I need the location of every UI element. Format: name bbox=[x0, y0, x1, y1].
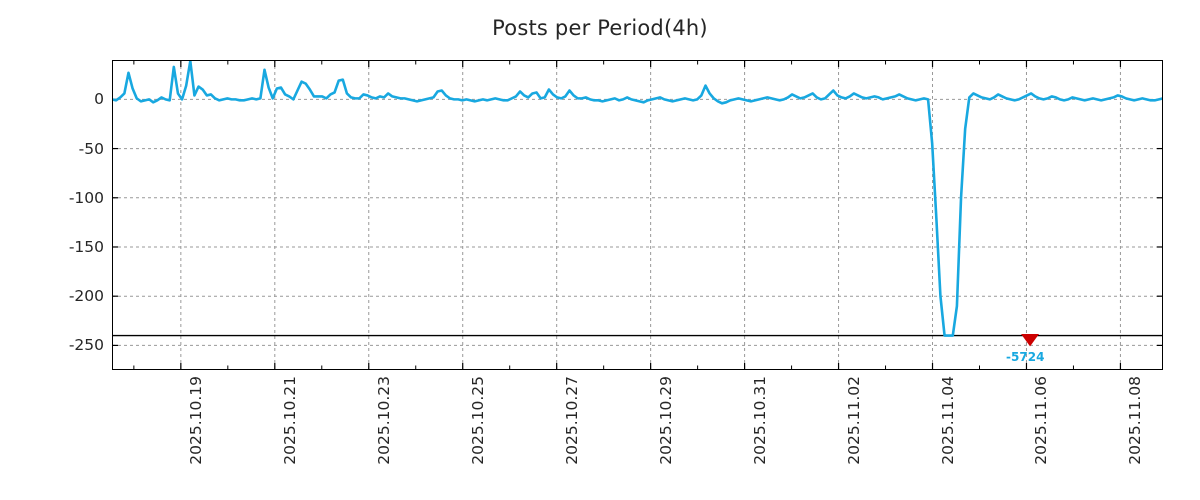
x-axis-tick-label: 2025.11.02 bbox=[844, 376, 863, 465]
data-series bbox=[110, 59, 1165, 337]
chart-title: Posts per Period(4h) bbox=[492, 16, 708, 40]
y-axis-tick-label: -250 bbox=[68, 336, 104, 355]
minimum-marker-icon bbox=[1021, 334, 1040, 347]
x-axis-tick-label: 2025.10.21 bbox=[280, 376, 299, 465]
y-axis-tick-label: -200 bbox=[68, 287, 104, 306]
y-axis-tick-label: -100 bbox=[68, 188, 104, 207]
x-axis-tick-labels: 2025.10.19 2025.10.21 2025.10.23 2025.10.25… bbox=[112, 374, 1163, 494]
x-axis-tick-label: 2025.11.04 bbox=[938, 376, 957, 465]
y-axis-tick-label: -50 bbox=[78, 139, 104, 158]
x-axis-tick-label: 2025.10.25 bbox=[468, 376, 487, 465]
x-axis-tick-label: 2025.11.06 bbox=[1032, 376, 1051, 465]
y-axis-tick-labels: 0 -50 -100 -150 -200 -250 bbox=[0, 60, 104, 370]
y-axis-tick-label: -150 bbox=[68, 237, 104, 256]
red-down-triangle-icon bbox=[1021, 334, 1040, 347]
y-axis-tick-label: 0 bbox=[94, 90, 104, 109]
plot-area bbox=[110, 59, 1165, 370]
x-axis-tick-label: 2025.10.29 bbox=[656, 376, 675, 465]
spike-value-annotation: -5724 bbox=[1006, 349, 1045, 364]
axis-tick-marks bbox=[112, 60, 1163, 370]
x-axis-tick-label: 2025.10.27 bbox=[562, 376, 581, 465]
x-axis-tick-label: 2025.10.23 bbox=[374, 376, 393, 465]
series-line-posts-per-period bbox=[110, 59, 1165, 337]
x-axis-tick-label: 2025.11.08 bbox=[1126, 376, 1145, 465]
plot-canvas bbox=[110, 59, 1165, 370]
grid-lines bbox=[112, 60, 1163, 370]
x-axis-tick-label: 2025.10.31 bbox=[750, 376, 769, 465]
x-axis-tick-label: 2025.10.19 bbox=[186, 376, 205, 465]
